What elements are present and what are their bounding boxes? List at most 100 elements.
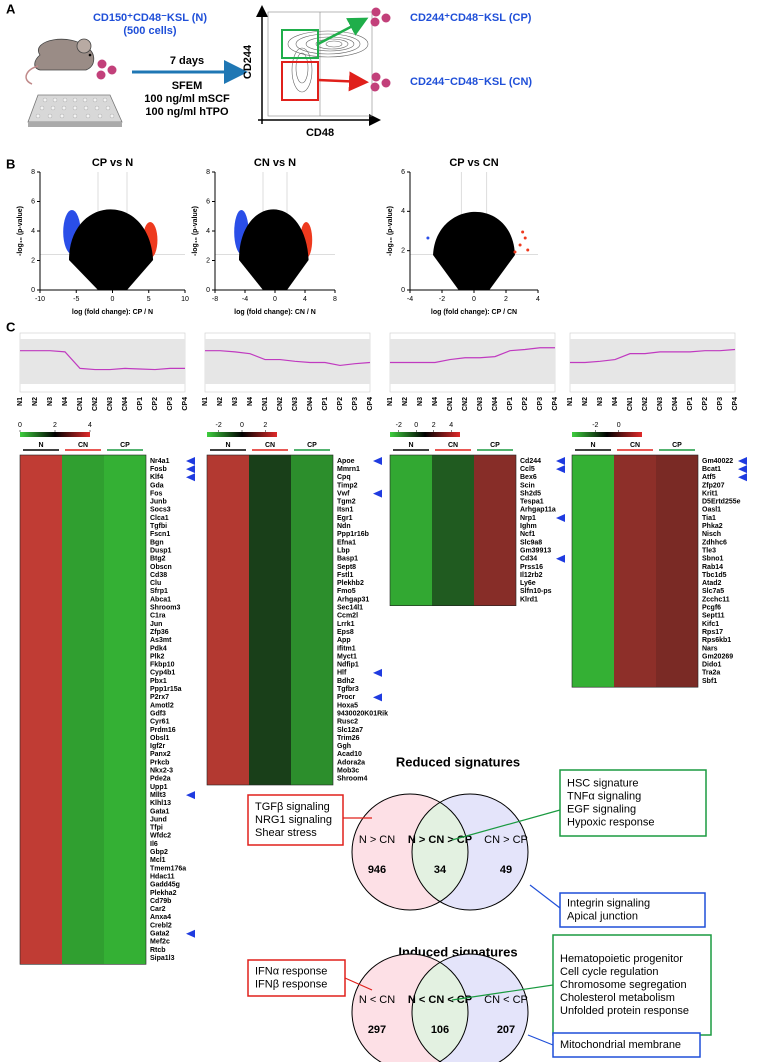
gene-label: Ppp1r16b xyxy=(337,531,369,538)
group-label: N xyxy=(225,442,230,449)
point-cloud xyxy=(433,211,515,290)
gene-arrow xyxy=(556,457,565,465)
point-cloud xyxy=(526,248,530,252)
sample-label: CN3 xyxy=(657,397,664,411)
group-label: N xyxy=(590,442,595,449)
signature-text: Cell cycle regulation xyxy=(560,966,658,978)
gene-label: Gda xyxy=(150,482,164,489)
group-label: CN xyxy=(630,442,640,449)
gene-label: Il6 xyxy=(150,841,158,848)
gene-label: Tia1 xyxy=(702,515,716,522)
venn-outline xyxy=(411,793,529,911)
x-axis-label: log (fold change): CN / N xyxy=(234,309,316,316)
point-cloud xyxy=(426,236,430,240)
profile-mean xyxy=(205,350,371,367)
signature-box xyxy=(247,959,346,997)
gene-label: Shroom3 xyxy=(150,605,180,612)
x-tick-label: 4 xyxy=(536,296,540,303)
gene-label: Adora2a xyxy=(337,759,365,766)
x-tick-label: 4 xyxy=(303,296,307,303)
gene-label: Sbno1 xyxy=(702,556,723,563)
y-tick-label: 4 xyxy=(31,228,35,235)
gene-label: Ppp1r15a xyxy=(150,686,182,693)
gene-label: P2rx7 xyxy=(150,694,169,701)
group-label: CN xyxy=(265,442,275,449)
profile-band xyxy=(205,339,370,384)
profile-band xyxy=(20,339,185,384)
gene-label: Tra2a xyxy=(702,670,720,677)
gene-label: Trim26 xyxy=(337,735,360,742)
gene-label: Cyr61 xyxy=(150,719,170,726)
gene-arrow xyxy=(556,514,565,523)
venn-outline xyxy=(351,793,469,911)
gene-label: Panx2 xyxy=(150,751,171,758)
heatmap-block xyxy=(432,455,474,606)
gene-label: Jund xyxy=(150,816,167,823)
gene-label: Cyp4b1 xyxy=(150,670,175,677)
venn-overlap xyxy=(412,794,468,910)
sample-label: CN1 xyxy=(262,397,269,411)
scale-tick-label: 2 xyxy=(53,422,57,429)
gene-arrow xyxy=(556,465,565,474)
gene-label: Btg2 xyxy=(150,556,166,563)
y-tick-label: 2 xyxy=(31,257,35,264)
gene-label: Klhl13 xyxy=(150,800,171,807)
gene-label: Bgn xyxy=(150,539,164,546)
gene-label: Tle3 xyxy=(702,547,716,554)
sample-label: CP1 xyxy=(507,397,514,411)
sample-label: N1 xyxy=(567,397,574,406)
gene-label: Rab14 xyxy=(702,564,723,571)
sample-label: CP1 xyxy=(687,397,694,411)
plot-title: CN vs N xyxy=(254,157,296,169)
gene-label: Obscn xyxy=(150,564,172,571)
x-axis-label: log (fold change): CP / CN xyxy=(431,309,517,316)
gene-label: Oasl1 xyxy=(702,507,721,514)
cell-cluster xyxy=(96,59,117,80)
region-label: N > CN xyxy=(359,834,395,846)
color-scale xyxy=(20,432,90,437)
gene-label: Wfdc2 xyxy=(150,833,171,840)
heatmap-block xyxy=(390,455,432,606)
scale-tick-label: 0 xyxy=(617,422,621,429)
sample-label: N4 xyxy=(612,397,619,406)
scale-tick-label: -2 xyxy=(216,422,222,429)
gene-label: Amotl2 xyxy=(150,702,174,709)
y-axis-label: -log₁₀ (p-value) xyxy=(17,206,24,256)
signature-box xyxy=(552,934,712,1036)
region-count: 946 xyxy=(368,864,386,876)
signature-text: TGFβ signaling xyxy=(255,801,330,813)
profile-mean xyxy=(570,348,736,364)
medium-line: 100 ng/ml mSCF xyxy=(144,93,230,105)
signature-text: IFNβ response xyxy=(255,978,327,990)
gene-label: As3mt xyxy=(150,637,172,644)
gene-arrow xyxy=(373,693,382,702)
x-tick-label: 8 xyxy=(333,296,337,303)
sample-label: N1 xyxy=(202,397,209,406)
sample-label: CP3 xyxy=(352,397,359,411)
gene-label: Tgfbr3 xyxy=(337,686,359,693)
venn-outline xyxy=(411,953,529,1062)
sample-label: CN3 xyxy=(292,397,299,411)
gene-label: Itsn1 xyxy=(337,507,353,514)
cell-cluster xyxy=(370,7,391,92)
sample-label: CN4 xyxy=(122,397,129,411)
gene-label: Nkx2-3 xyxy=(150,768,173,775)
gene-label: D5Ertd255e xyxy=(702,499,741,506)
gene-arrow xyxy=(738,465,747,474)
signature-text: Shear stress xyxy=(255,827,317,839)
gene-label: Ndfip1 xyxy=(337,662,359,669)
region-label: N > CN > CP xyxy=(408,834,472,846)
x-tick-label: 2 xyxy=(504,296,508,303)
gene-label: Zcchc11 xyxy=(702,596,730,603)
gene-label: Shroom4 xyxy=(337,776,367,783)
gene-label: Kifc1 xyxy=(702,621,719,628)
gene-label: Nars xyxy=(702,645,718,652)
gene-label: Arhgap31 xyxy=(337,596,369,603)
point-cloud xyxy=(518,243,522,247)
gene-label: Fmo5 xyxy=(337,588,356,595)
scale-tick-label: 2 xyxy=(263,422,267,429)
heatmap-block xyxy=(20,455,62,965)
gene-label: Sec14l1 xyxy=(337,605,363,612)
signature-text: NRG1 signaling xyxy=(255,814,332,826)
gene-label: Basp1 xyxy=(337,556,358,563)
